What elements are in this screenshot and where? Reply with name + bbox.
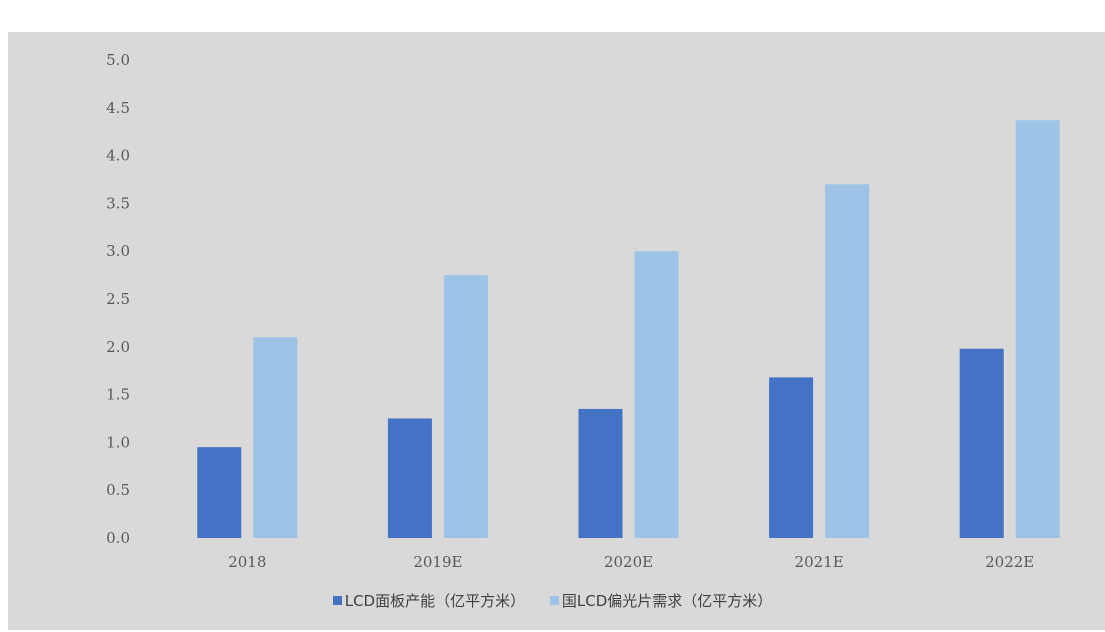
bar-lcd-capacity-2020E — [578, 408, 623, 538]
bars — [197, 120, 1060, 538]
bar-polarizer-demand-2022E — [1015, 120, 1060, 538]
bar-lcd-capacity-2018 — [197, 447, 242, 538]
y-tick-label: 1.5 — [106, 386, 130, 404]
y-tick-label: 5.0 — [106, 51, 130, 69]
y-tick-label: 3.0 — [106, 242, 130, 260]
x-tick-label: 2020E — [604, 553, 653, 571]
bar-lcd-capacity-2021E — [769, 377, 814, 538]
x-tick-label: 2019E — [413, 553, 462, 571]
y-tick-label: 4.0 — [106, 147, 130, 165]
y-tick-label: 2.5 — [106, 290, 130, 308]
legend-swatch-polarizer-demand — [549, 596, 559, 605]
y-tick-label: 4.5 — [106, 99, 130, 117]
bar-lcd-capacity-2019E — [387, 418, 432, 538]
y-tick-label: 1.0 — [106, 433, 130, 451]
x-tick-label: 2021E — [795, 553, 844, 571]
x-tick-label: 2022E — [985, 553, 1034, 571]
y-tick-label: 2.0 — [106, 338, 130, 356]
bar-polarizer-demand-2018 — [253, 337, 298, 538]
legend-item-polarizer-demand: 国LCD偏光片需求（亿平方米） — [549, 590, 773, 611]
chart-area — [8, 32, 1105, 630]
legend: LCD面板产能（亿平方米） 国LCD偏光片需求（亿平方米） — [0, 590, 1105, 611]
y-tick-label: 0.5 — [106, 481, 130, 499]
legend-item-lcd-capacity: LCD面板产能（亿平方米） — [332, 590, 526, 611]
bar-polarizer-demand-2021E — [825, 184, 870, 538]
legend-label-polarizer-demand: 国LCD偏光片需求（亿平方米） — [561, 592, 773, 610]
bar-polarizer-demand-2019E — [443, 275, 488, 538]
x-tick-label: 2018 — [228, 553, 266, 571]
y-tick-label: 3.5 — [106, 194, 130, 212]
y-axis-ticks: 0.0 0.5 1.0 1.5 2.0 2.5 3.0 3.5 4.0 4.5 5.0 — [106, 51, 130, 547]
legend-label-lcd-capacity: LCD面板产能（亿平方米） — [344, 592, 526, 610]
x-axis-ticks: 2018 2019E 2020E 2021E 2022E — [228, 553, 1034, 571]
legend-swatch-lcd-capacity — [332, 596, 342, 605]
y-tick-label: 0.0 — [106, 529, 130, 547]
bar-lcd-capacity-2022E — [959, 348, 1004, 538]
bar-polarizer-demand-2020E — [634, 251, 679, 538]
